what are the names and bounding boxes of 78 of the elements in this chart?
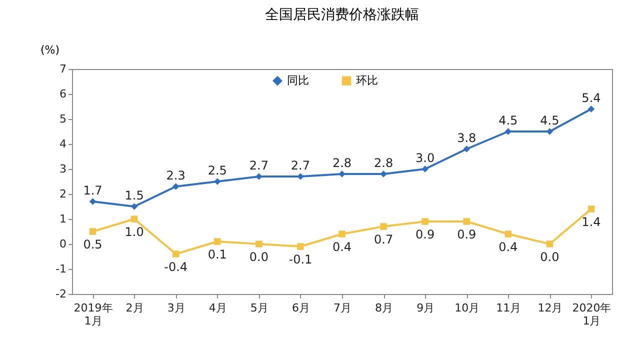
data-label: 4.5 xyxy=(498,114,518,128)
x-tick-label: 11月 xyxy=(496,302,522,314)
data-label: 4.5 xyxy=(540,114,560,128)
data-label: -0.1 xyxy=(288,252,312,266)
data-label: 0.7 xyxy=(374,232,394,246)
data-label: 1.5 xyxy=(124,188,144,202)
data-label: 2.8 xyxy=(332,156,352,170)
point xyxy=(588,106,595,112)
x-tick-label: 4月 xyxy=(208,302,227,314)
data-label: 0.4 xyxy=(498,240,518,254)
legend-label: 同比 xyxy=(287,74,309,87)
point xyxy=(546,240,554,248)
y-tick-label: -1 xyxy=(56,262,66,276)
data-label: 0.9 xyxy=(457,228,476,242)
point xyxy=(422,218,428,225)
x-tick-label: 10月 xyxy=(454,302,480,314)
y-tick-label: 0 xyxy=(60,238,66,250)
point xyxy=(130,216,138,222)
point xyxy=(338,230,346,238)
data-label: 1.4 xyxy=(582,215,601,229)
y-tick-label: 7 xyxy=(60,62,66,76)
x-tick-label: 9月 xyxy=(416,302,435,314)
point xyxy=(380,170,387,178)
x-tick-label: 7月 xyxy=(334,302,352,314)
x-tick-label: 2020年 1月 xyxy=(572,302,612,328)
point xyxy=(256,173,262,180)
y-tick-label: 5 xyxy=(60,112,66,126)
data-label: 1.7 xyxy=(83,184,102,198)
data-label: 0.5 xyxy=(83,238,102,252)
data-label: 0.1 xyxy=(208,248,227,262)
x-tick-label: 8月 xyxy=(375,302,394,314)
point xyxy=(130,203,138,210)
data-label: 0.0 xyxy=(249,250,268,264)
point xyxy=(380,223,387,230)
data-label: 3.8 xyxy=(457,131,476,145)
data-label: 1.0 xyxy=(124,225,144,239)
data-label: 2.5 xyxy=(208,164,227,178)
data-label: 2.8 xyxy=(374,156,394,170)
point xyxy=(297,243,304,250)
data-label: 2.3 xyxy=(166,168,186,182)
data-label: 3.0 xyxy=(416,151,435,165)
point xyxy=(214,238,221,245)
y-tick-label: -2 xyxy=(56,288,66,300)
x-tick-label: 3月 xyxy=(167,302,186,314)
point xyxy=(463,218,470,225)
data-label: 2.7 xyxy=(249,158,268,172)
y-tick-label: 1 xyxy=(60,212,66,226)
data-label: 0.0 xyxy=(540,250,560,264)
point xyxy=(297,173,304,180)
x-tick-label: 2019年 1月 xyxy=(74,302,113,328)
chart-title: 全国居民消费价格涨跌幅 xyxy=(265,7,419,23)
data-label: 5.4 xyxy=(582,91,601,105)
point xyxy=(172,250,180,258)
y-tick-label: 3 xyxy=(60,162,66,176)
point xyxy=(546,128,554,135)
data-label: 0.4 xyxy=(332,240,352,254)
y-tick-label: 2 xyxy=(60,188,66,200)
x-tick-label: 6月 xyxy=(292,302,310,314)
data-label: 0.9 xyxy=(416,228,435,242)
point xyxy=(256,240,262,248)
data-label: 2.7 xyxy=(290,158,310,172)
data-label: -0.4 xyxy=(164,260,188,274)
x-tick-label: 12月 xyxy=(538,302,563,314)
point xyxy=(463,146,470,152)
point xyxy=(588,206,595,212)
y-tick-label: 4 xyxy=(60,138,66,150)
point xyxy=(172,183,180,190)
point xyxy=(504,230,512,238)
point xyxy=(214,178,221,185)
point xyxy=(89,198,96,205)
point xyxy=(89,228,96,235)
point xyxy=(422,166,428,172)
y-tick-label: 6 xyxy=(60,88,66,100)
y-axis-title: (%) xyxy=(40,44,60,56)
point xyxy=(338,170,346,178)
x-tick-label: 2月 xyxy=(126,302,144,314)
legend-label: 环比 xyxy=(356,74,378,87)
x-tick-label: 5月 xyxy=(250,302,268,314)
